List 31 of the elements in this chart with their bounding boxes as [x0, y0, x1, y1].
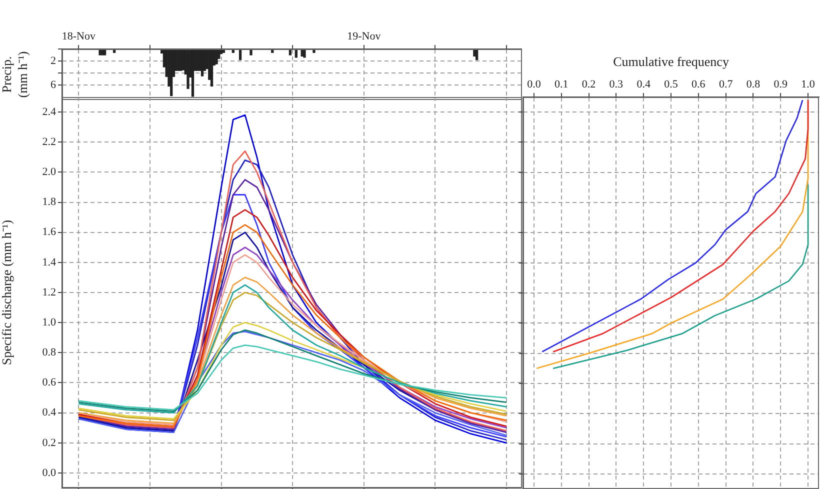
- x-tick-label: 0.5: [664, 78, 678, 90]
- x-tick-label: 18-Nov: [62, 30, 96, 42]
- x-tick-label: 0.3: [609, 78, 624, 90]
- x-tick-label: 0.7: [718, 78, 734, 90]
- y-tick-label: 2.0: [42, 166, 56, 178]
- y-tick-label: 1.6: [42, 226, 56, 238]
- x-tick-label: 0.8: [746, 78, 761, 90]
- x-tick-label: 19-Nov: [347, 30, 382, 42]
- y-axis-title: Precip. (mm h⁻¹): [0, 51, 30, 98]
- y-tick-label: 0.0: [42, 466, 56, 479]
- y-tick-label: 1.2: [42, 286, 56, 298]
- y-tick-label: 2.2: [42, 136, 56, 148]
- y-axis-title: Specific discharge (mm h⁻¹): [0, 220, 14, 366]
- x-tick-label: 0.6: [692, 78, 706, 90]
- y-tick-label: 1.4: [42, 256, 56, 268]
- y-tick-label: 0.4: [42, 406, 56, 419]
- y-tick-label: 1.0: [42, 316, 56, 328]
- y-tick-label: 6: [50, 78, 56, 91]
- x-tick-label: 1.0: [801, 78, 816, 90]
- x-tick-label: 0.1: [554, 78, 568, 90]
- x-tick-label: 0.4: [636, 78, 651, 90]
- x-axis-title: Cumulative frequency: [613, 54, 730, 70]
- x-tick-label: 0.2: [582, 78, 596, 90]
- y-tick-label: 2: [50, 54, 56, 67]
- y-tick-label: 0.6: [42, 376, 56, 389]
- y-tick-label: 2.4: [42, 106, 56, 118]
- y-tick-label: 0.2: [42, 436, 56, 449]
- y-tick-label: 0.8: [42, 346, 56, 359]
- x-tick-label: 0.0: [527, 78, 542, 90]
- x-tick-label: 0.9: [774, 78, 788, 90]
- y-tick-label: 1.8: [42, 196, 56, 208]
